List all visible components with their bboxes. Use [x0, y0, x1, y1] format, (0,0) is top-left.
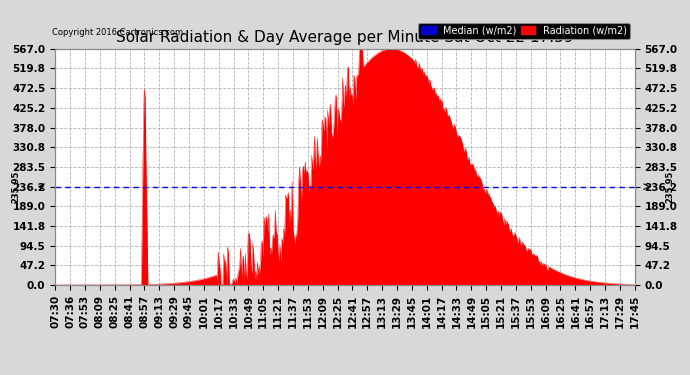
Title: Solar Radiation & Day Average per Minute Sat Oct 22 17:59: Solar Radiation & Day Average per Minute… [116, 30, 574, 45]
Text: 235.95: 235.95 [665, 171, 674, 203]
Text: Copyright 2016 Cartronics.com: Copyright 2016 Cartronics.com [52, 28, 183, 37]
Text: 235.95: 235.95 [11, 171, 20, 203]
Legend: Median (w/m2), Radiation (w/m2): Median (w/m2), Radiation (w/m2) [418, 23, 630, 39]
